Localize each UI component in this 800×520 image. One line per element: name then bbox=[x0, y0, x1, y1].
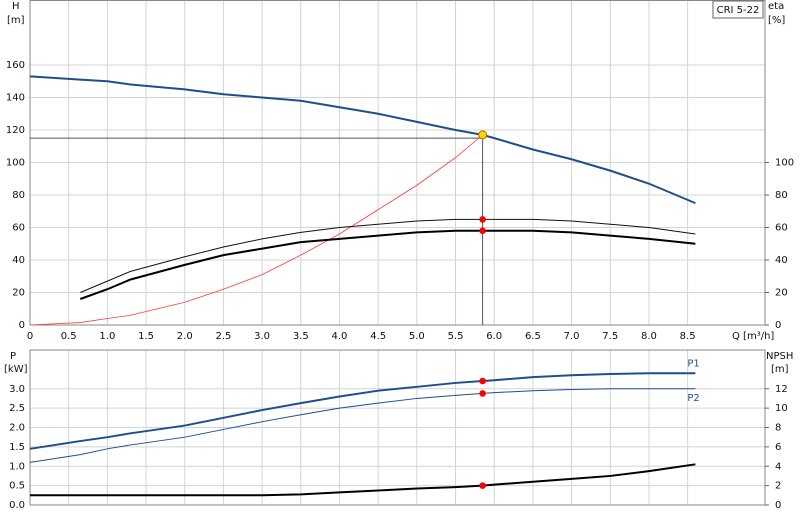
y-label: P bbox=[10, 351, 16, 362]
operating-point bbox=[479, 227, 486, 235]
y-tick-label: 40 bbox=[12, 255, 25, 266]
x-tick-label: 5.0 bbox=[409, 331, 425, 342]
y2-unit: [m] bbox=[771, 364, 789, 375]
x-label: Q [m³/h] bbox=[732, 331, 774, 342]
x-tick-label: 6.5 bbox=[525, 331, 541, 342]
x-tick-label: 5.5 bbox=[448, 331, 464, 342]
y-label: H bbox=[12, 1, 20, 12]
y-tick-label: 20 bbox=[12, 288, 25, 299]
y2-tick-label: 0 bbox=[775, 500, 781, 511]
operating-point bbox=[479, 482, 486, 489]
legend-box bbox=[712, 0, 764, 19]
y2-tick-label: 0 bbox=[775, 320, 781, 331]
series-line bbox=[29, 388, 696, 463]
y2-tick-label: 80 bbox=[775, 190, 788, 201]
y-tick-label: 1.5 bbox=[9, 442, 25, 453]
y2-tick-label: 60 bbox=[775, 223, 788, 234]
y-unit: [kW] bbox=[4, 364, 28, 375]
y-tick-label: 3.0 bbox=[9, 384, 25, 395]
y-tick-label: 2.5 bbox=[9, 403, 25, 414]
x-tick-label: 4.5 bbox=[370, 331, 386, 342]
x-tick-label: 6.0 bbox=[486, 331, 502, 342]
x-tick-label: 3.5 bbox=[293, 331, 309, 342]
series-line bbox=[29, 372, 696, 450]
y-tick-label: 0.0 bbox=[9, 500, 25, 511]
y2-tick-label: 4 bbox=[775, 461, 781, 472]
y-tick-label: 60 bbox=[12, 223, 25, 234]
y-tick-label: 80 bbox=[12, 190, 25, 201]
y2-tick-label: 2 bbox=[775, 481, 781, 492]
x-tick-label: 0.5 bbox=[61, 331, 77, 342]
y-tick-label: 2.0 bbox=[9, 423, 25, 434]
y2-tick-label: 100 bbox=[775, 158, 794, 169]
x-tick-label: 2.0 bbox=[177, 331, 193, 342]
x-tick-label: 8.5 bbox=[680, 331, 696, 342]
x-tick-label: 2.5 bbox=[215, 331, 231, 342]
y-tick-label: 160 bbox=[6, 60, 25, 71]
y2-tick-label: 10 bbox=[775, 403, 788, 414]
series-label: P1 bbox=[687, 358, 699, 369]
x-tick-label: 3.0 bbox=[254, 331, 270, 342]
x-tick-label: 8.0 bbox=[641, 331, 657, 342]
series-line bbox=[29, 134, 483, 326]
series-label: P2 bbox=[687, 393, 699, 404]
y2-label: eta bbox=[768, 1, 784, 12]
y2-tick-label: 6 bbox=[775, 442, 781, 453]
x-tick-label: 4.0 bbox=[332, 331, 348, 342]
y-tick-label: 120 bbox=[6, 125, 25, 136]
y-tick-label: 0.5 bbox=[9, 481, 25, 492]
y2-tick-label: 40 bbox=[775, 255, 788, 266]
operating-point bbox=[479, 216, 486, 223]
x-tick-label: 7.5 bbox=[602, 331, 618, 342]
y2-tick-label: 20 bbox=[775, 288, 788, 299]
x-tick-label: 0 bbox=[27, 331, 33, 342]
y2-unit: [%] bbox=[768, 15, 785, 26]
y2-tick-label: 12 bbox=[775, 384, 788, 395]
y2-tick-label: 8 bbox=[775, 423, 781, 434]
y-tick-label: 1.0 bbox=[9, 461, 25, 472]
y-unit: [m] bbox=[7, 15, 25, 26]
legend-text: CRI 5-22 bbox=[717, 5, 760, 16]
operating-point bbox=[479, 377, 486, 385]
operating-point bbox=[478, 130, 488, 140]
y-tick-label: 0 bbox=[19, 320, 25, 331]
series-line bbox=[79, 229, 696, 300]
x-tick-label: 7.0 bbox=[564, 331, 580, 342]
series-line bbox=[30, 463, 696, 497]
operating-point bbox=[479, 390, 486, 397]
series-line bbox=[29, 75, 696, 205]
y-tick-label: 140 bbox=[6, 93, 25, 104]
y-tick-label: 100 bbox=[6, 158, 25, 169]
series-line bbox=[80, 218, 696, 293]
x-tick-label: 1.0 bbox=[99, 331, 115, 342]
x-tick-label: 1.5 bbox=[138, 331, 154, 342]
y2-label: NPSH bbox=[766, 351, 793, 362]
